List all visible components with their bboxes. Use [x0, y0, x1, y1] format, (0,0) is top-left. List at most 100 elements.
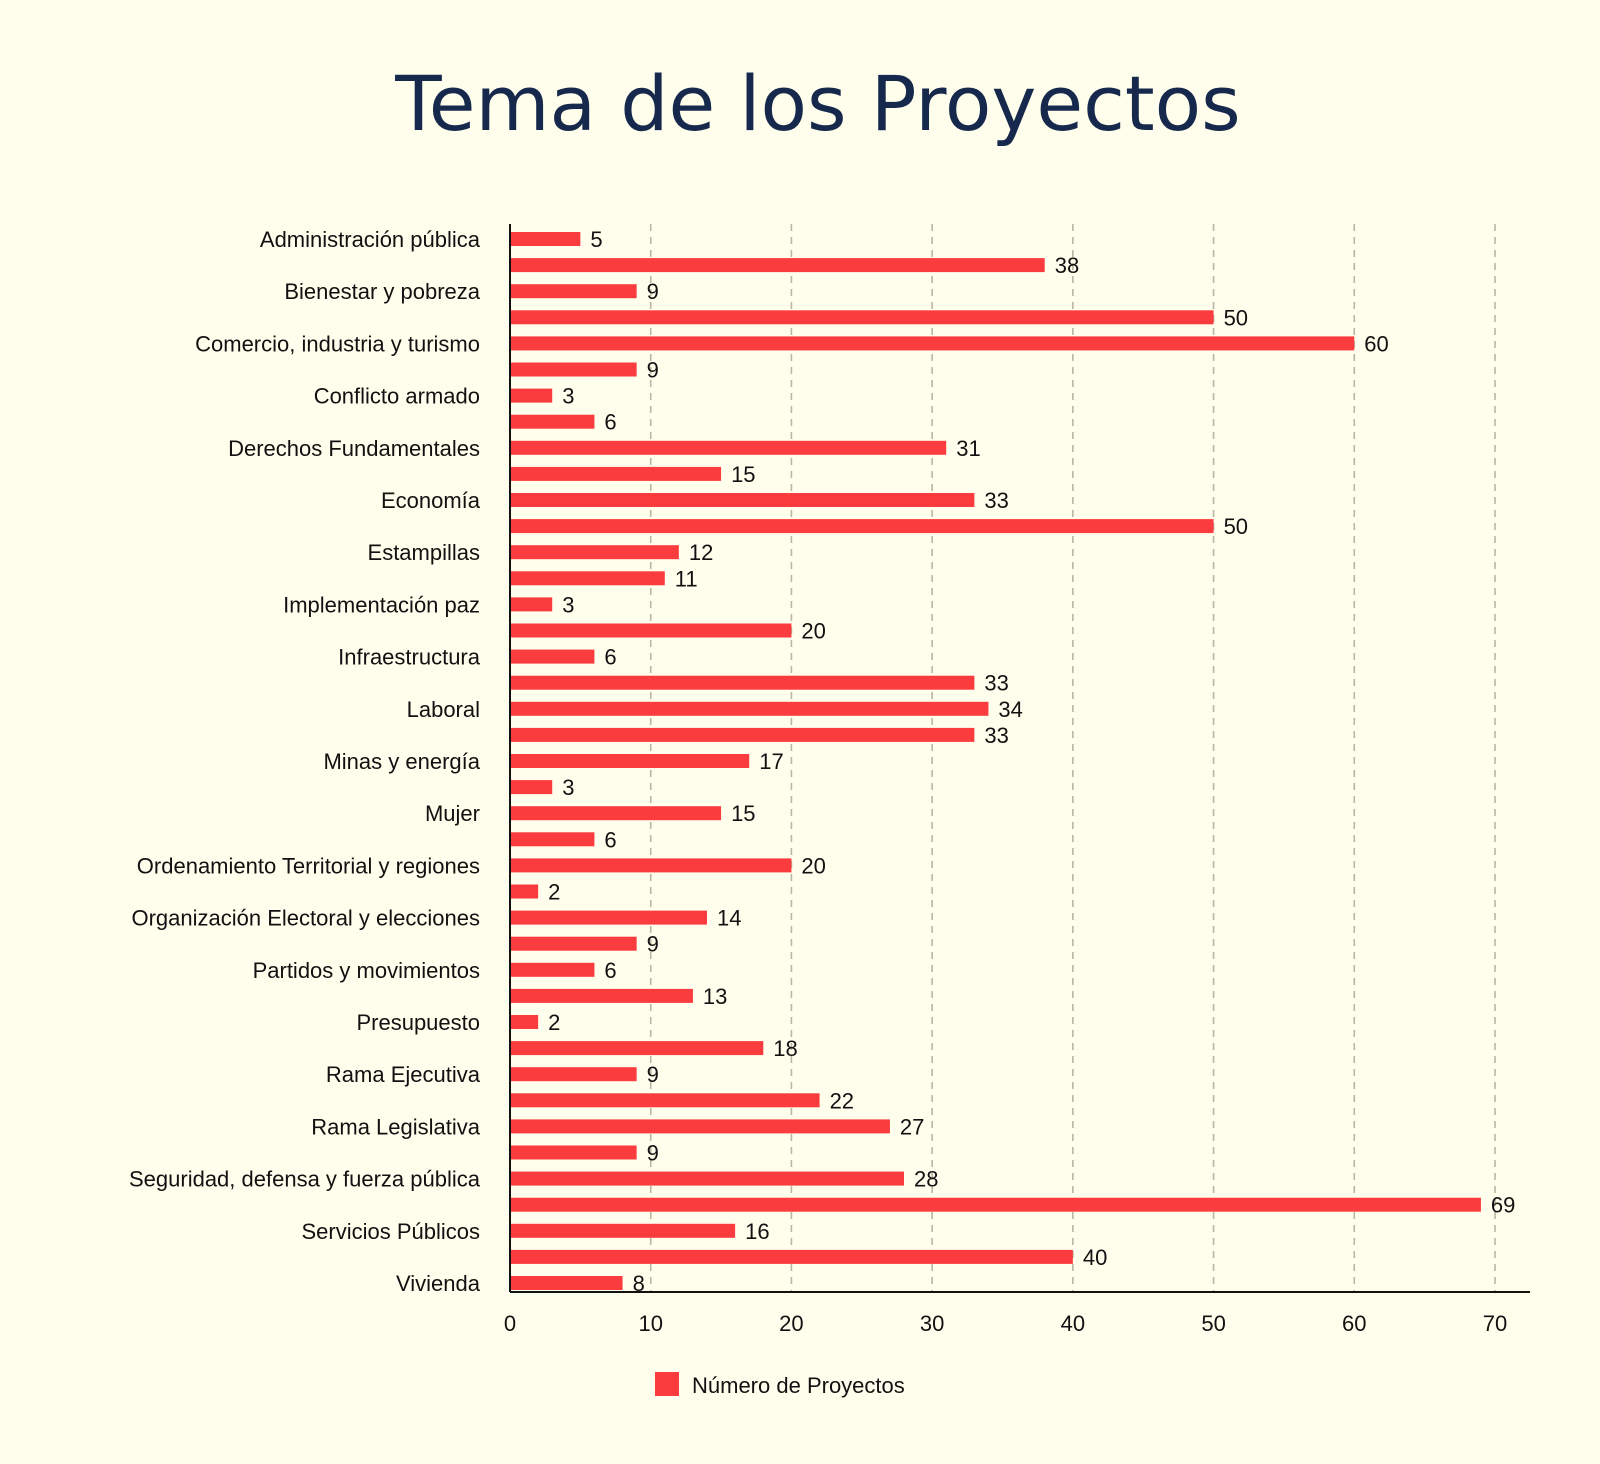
data-label: 33: [984, 488, 1008, 513]
data-label: 13: [703, 984, 727, 1009]
data-label: 9: [647, 1062, 659, 1087]
category-label: Ordenamiento Territorial y regiones: [137, 853, 480, 878]
bar: [510, 884, 539, 899]
value-labels: 5389506093631153350121132063334331731562…: [548, 227, 1515, 1296]
x-tick-label: 40: [1061, 1311, 1085, 1336]
data-label: 6: [604, 827, 616, 852]
bar: [510, 258, 1045, 273]
data-label: 33: [984, 671, 1008, 696]
category-label: Economía: [381, 488, 481, 513]
data-label: 50: [1224, 305, 1248, 330]
bar: [510, 571, 665, 586]
bar: [510, 1041, 764, 1056]
bar: [510, 1119, 890, 1134]
data-label: 20: [801, 853, 825, 878]
data-label: 12: [689, 540, 713, 565]
category-label: Laboral: [407, 697, 480, 722]
bar: [510, 1015, 539, 1029]
bar: [510, 962, 595, 977]
grid-lines: [649, 224, 1496, 1292]
data-label: 17: [759, 749, 783, 774]
data-label: 28: [914, 1167, 938, 1192]
category-label: Estampillas: [368, 540, 480, 565]
data-label: 3: [562, 592, 574, 617]
data-label: 9: [647, 358, 659, 383]
data-label: 9: [647, 1141, 659, 1166]
bar: [510, 649, 595, 664]
category-label: Conflicto armado: [314, 384, 480, 409]
data-label: 6: [604, 410, 616, 435]
data-label: 33: [984, 723, 1008, 748]
data-label: 22: [830, 1088, 854, 1113]
data-label: 18: [773, 1036, 797, 1061]
data-label: 14: [717, 906, 741, 931]
data-label: 38: [1055, 253, 1079, 278]
category-label: Minas y energía: [323, 749, 480, 774]
bar: [510, 362, 637, 377]
bar: [510, 519, 1214, 534]
x-tick-label: 60: [1342, 1311, 1366, 1336]
data-label: 15: [731, 462, 755, 487]
bar: [510, 1276, 623, 1290]
x-tick-label: 30: [920, 1311, 944, 1336]
bar: [510, 780, 553, 795]
bar: [510, 1223, 736, 1238]
bar: [510, 545, 679, 560]
bar: [510, 1171, 904, 1186]
legend: Número de Proyectos: [655, 1372, 905, 1398]
axes: 0 10 20 30 40 50 60 70: [504, 224, 1530, 1336]
data-label: 5: [590, 227, 602, 252]
category-label: Organización Electoral y elecciones: [131, 906, 480, 931]
bar: [510, 1067, 637, 1082]
category-label: Implementación paz: [283, 592, 480, 617]
bar: [510, 466, 722, 481]
bar: [510, 858, 792, 873]
data-label: 34: [998, 697, 1022, 722]
category-label: Infraestructura: [338, 645, 481, 670]
data-label: 20: [801, 619, 825, 644]
x-tick-label: 20: [779, 1311, 803, 1336]
bar: [510, 336, 1355, 351]
bar: [510, 727, 975, 742]
bars: [510, 232, 1481, 1290]
category-label: Derechos Fundamentales: [228, 436, 480, 461]
data-label: 16: [745, 1219, 769, 1244]
bar: [510, 910, 707, 925]
bar: [510, 1145, 637, 1160]
x-tick-label: 50: [1201, 1311, 1225, 1336]
bar: [510, 440, 947, 455]
bar: [510, 414, 595, 429]
category-label: Servicios Públicos: [301, 1219, 480, 1244]
bar: [510, 310, 1214, 325]
bar: [510, 493, 975, 507]
legend-swatch: [655, 1372, 679, 1396]
data-label: 40: [1083, 1245, 1107, 1270]
bar: [510, 832, 595, 847]
category-label: Administración pública: [260, 227, 481, 252]
data-label: 31: [956, 436, 980, 461]
data-label: 11: [675, 566, 698, 591]
bar: [510, 388, 553, 403]
data-label: 2: [548, 1010, 560, 1035]
data-label: 15: [731, 801, 755, 826]
bar: [510, 1197, 1481, 1212]
category-label: Partidos y movimientos: [253, 958, 480, 983]
category-label: Mujer: [425, 801, 480, 826]
data-label: 9: [647, 279, 659, 304]
data-label: 50: [1224, 514, 1248, 539]
category-label: Bienestar y pobreza: [284, 279, 480, 304]
x-tick-label: 10: [638, 1311, 662, 1336]
category-label: Rama Ejecutiva: [326, 1062, 481, 1087]
category-label: Seguridad, defensa y fuerza pública: [129, 1167, 481, 1192]
bar: [510, 597, 553, 612]
bar: [510, 988, 693, 1003]
data-label: 27: [900, 1114, 924, 1139]
data-label: 6: [604, 958, 616, 983]
bar: [510, 284, 637, 299]
data-label: 6: [604, 645, 616, 670]
category-label: Presupuesto: [356, 1010, 480, 1035]
bar: [510, 701, 989, 716]
category-label: Vivienda: [396, 1271, 481, 1296]
bar: [510, 623, 792, 638]
